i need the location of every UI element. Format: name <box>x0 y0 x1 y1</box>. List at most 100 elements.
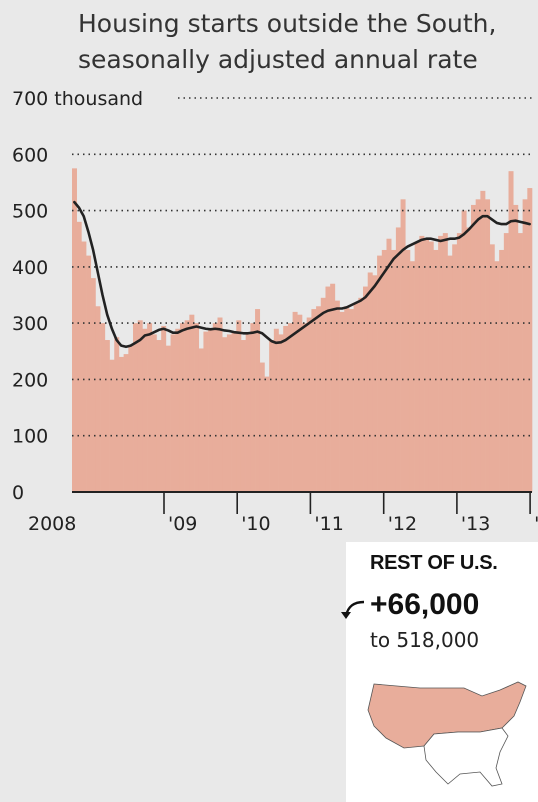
x-tick-label: '12 <box>388 513 417 535</box>
bar <box>133 323 139 492</box>
us-map-icon <box>367 681 527 787</box>
bar <box>353 303 359 492</box>
bar <box>348 309 354 492</box>
bar <box>109 359 115 492</box>
bar <box>104 340 110 492</box>
bar <box>442 233 448 492</box>
bar <box>485 199 491 492</box>
bar <box>250 323 256 492</box>
bar <box>499 249 505 492</box>
bar <box>226 334 232 492</box>
bar <box>494 261 500 492</box>
bar <box>513 204 519 492</box>
bar <box>377 255 383 492</box>
bar <box>231 331 237 492</box>
bar <box>72 168 77 493</box>
x-tick-label: '10 <box>241 513 270 535</box>
bar <box>391 249 397 492</box>
bar <box>175 328 181 492</box>
bar <box>137 320 143 492</box>
bar <box>358 297 364 492</box>
bar <box>264 376 270 492</box>
callout-arrow-icon <box>341 600 365 619</box>
bar <box>118 356 124 492</box>
bar <box>320 297 326 492</box>
bar <box>217 317 223 492</box>
bar <box>419 235 425 492</box>
bar <box>428 241 434 492</box>
bar <box>161 325 167 492</box>
bar <box>147 323 153 492</box>
y-axis-tick-labels: 0 100 200 300 400 500 600 700 thousand <box>12 88 143 504</box>
bar <box>503 233 509 492</box>
bar <box>316 306 322 492</box>
bar <box>466 227 472 492</box>
bar <box>424 238 430 492</box>
us-map-south-region <box>423 727 509 787</box>
bar <box>330 283 336 492</box>
y-tick-label: 100 <box>12 426 48 448</box>
bar <box>86 255 92 492</box>
bar <box>517 233 523 492</box>
bar <box>409 261 415 492</box>
bar <box>372 275 378 492</box>
callout-level-value: to 518,000 <box>370 628 480 652</box>
bar <box>198 348 204 492</box>
bar <box>90 278 96 492</box>
bar <box>367 272 373 492</box>
bar <box>203 331 209 492</box>
bar <box>527 188 533 492</box>
bar <box>480 190 486 492</box>
bar <box>259 362 265 492</box>
bar <box>184 320 190 492</box>
chart-title-line-1: Housing starts outside the South, <box>78 9 497 38</box>
bar <box>123 354 129 492</box>
bar <box>475 199 481 492</box>
bar-series <box>72 168 533 493</box>
y-tick-label: 700 thousand <box>12 88 143 110</box>
bar <box>339 311 345 492</box>
bar <box>334 300 340 492</box>
bar <box>222 337 228 492</box>
bar <box>400 199 406 492</box>
y-tick-label: 200 <box>12 369 48 391</box>
chart-title: Housing starts outside the South, season… <box>78 6 528 78</box>
y-tick-label: 600 <box>12 144 48 166</box>
housing-starts-chart: 0 100 200 300 400 500 600 700 thousand 2008 '09 '… <box>12 88 538 535</box>
bar <box>452 244 458 492</box>
moving-average-line <box>73 200 531 349</box>
bar <box>470 204 476 492</box>
y-tick-label: 0 <box>12 482 24 504</box>
bar <box>287 323 293 492</box>
bar <box>386 238 392 492</box>
bar <box>283 325 289 492</box>
bar <box>508 171 514 493</box>
bar <box>142 328 148 492</box>
y-tick-label: 400 <box>12 257 48 279</box>
bar <box>212 323 218 492</box>
bar <box>194 323 200 492</box>
x-tick-label: 2008 <box>28 513 76 535</box>
bar <box>395 227 401 492</box>
bar <box>447 255 453 492</box>
bar <box>456 233 462 492</box>
bar <box>81 241 87 492</box>
bar <box>170 334 176 492</box>
y-tick-label: 500 <box>12 201 48 223</box>
bar <box>236 320 242 492</box>
bar <box>245 334 251 492</box>
bar <box>325 286 331 492</box>
bar <box>363 286 369 492</box>
bar <box>255 309 261 492</box>
x-tick-label: '14 <box>534 513 538 535</box>
x-axis: 2008 '09 '10 '11 '12 '13 '14 <box>28 491 538 535</box>
bar <box>381 249 387 492</box>
x-tick-label: '09 <box>168 513 197 535</box>
callout-region-label: REST OF U.S. <box>370 552 498 574</box>
bar <box>95 306 101 492</box>
bar <box>297 314 303 492</box>
chart-title-line-2: seasonally adjusted annual rate <box>78 45 478 74</box>
bar <box>189 314 195 492</box>
callout-change-value: +66,000 <box>370 588 480 621</box>
bar <box>414 241 420 492</box>
